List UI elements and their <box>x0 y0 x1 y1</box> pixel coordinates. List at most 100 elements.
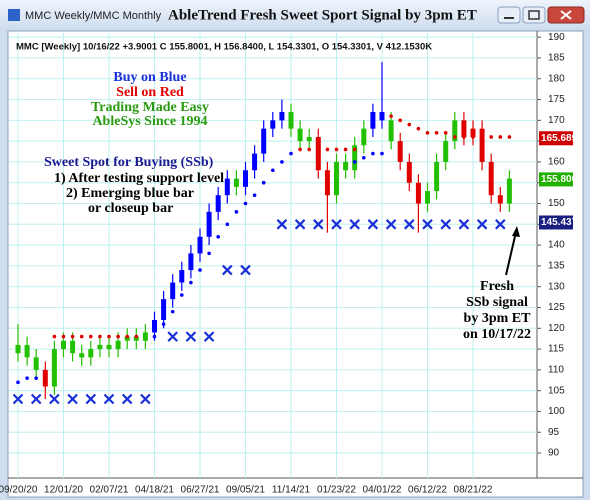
y-tick-label: 170 <box>548 115 565 126</box>
x-tick-label: 02/07/21 <box>90 485 129 496</box>
sell-stop-dot <box>480 135 484 139</box>
annotation: on 10/17/22 <box>463 327 531 342</box>
sell-stop-dot <box>471 135 475 139</box>
price-header: MMC [Weekly] 10/16/22 +3.9001 C 155.8001… <box>16 42 432 53</box>
candle <box>133 328 139 350</box>
sell-stop-dot <box>307 147 312 152</box>
support-x <box>240 264 251 276</box>
candle <box>33 349 39 379</box>
support-x <box>67 393 78 405</box>
annotation: Buy on Blue <box>113 70 186 85</box>
candle <box>452 112 458 150</box>
buy-stop-dot <box>280 160 284 164</box>
candle <box>88 340 94 366</box>
candle-body <box>224 178 230 196</box>
candle-body <box>343 161 349 171</box>
support-x <box>103 393 115 405</box>
sell-stop-dot <box>462 135 466 139</box>
y-tick-label: 110 <box>548 365 564 376</box>
candle-body <box>243 170 248 187</box>
buy-stop-dot <box>152 334 157 339</box>
candle-body <box>497 195 503 204</box>
buy-stop-dot <box>180 293 184 297</box>
x-tick-label: 01/23/22 <box>317 485 356 496</box>
sell-stop-dot <box>52 334 57 339</box>
candle <box>324 161 330 233</box>
sell-stop-dot <box>498 135 503 139</box>
title-bar <box>0 0 590 30</box>
candle-body <box>70 340 76 354</box>
sell-stop-dot <box>389 114 393 118</box>
support-x <box>404 219 415 230</box>
annotation: 1) After testing support level <box>54 171 224 186</box>
support-x <box>495 219 506 230</box>
buy-stop-dot <box>207 251 211 256</box>
candle <box>388 112 394 150</box>
annotation: AbleSys Since 1994 <box>92 114 207 129</box>
support-x <box>422 219 433 230</box>
candle <box>315 128 321 179</box>
minimize-button[interactable] <box>497 6 521 24</box>
buy-stop-dot <box>252 193 257 197</box>
candle-body <box>152 319 157 333</box>
annotation: 2) Emerging blue bar <box>66 186 194 201</box>
candle-body <box>425 191 430 204</box>
arrow-shaft <box>505 231 517 276</box>
buy-stop-dot <box>216 234 220 239</box>
sell-stop-dot <box>453 135 457 139</box>
candle <box>15 324 21 362</box>
price-tag <box>539 172 573 187</box>
sell-stop-dot <box>79 334 84 339</box>
candle-body <box>279 112 285 121</box>
sell-stop-dot <box>125 334 129 339</box>
buy-stop-dot <box>271 168 275 173</box>
maximize-button[interactable] <box>522 6 546 24</box>
buy-stop-dot <box>352 160 357 164</box>
sell-stop-dot <box>425 131 430 135</box>
support-x <box>331 219 342 230</box>
sell-stop-dot <box>507 135 512 139</box>
support-x <box>349 219 360 230</box>
y-tick-label: 105 <box>548 385 565 396</box>
sell-stop-dot <box>89 334 93 339</box>
candle <box>51 340 57 395</box>
buy-stop-dot <box>25 376 29 380</box>
candle-body <box>415 182 421 204</box>
candle-body <box>142 332 148 341</box>
support-x <box>313 219 324 230</box>
candle-body <box>434 161 440 192</box>
y-tick-label: 185 <box>548 53 565 64</box>
maximize-icon <box>528 10 540 20</box>
sell-stop-dot <box>489 135 494 139</box>
candle-body <box>133 336 139 341</box>
candle-body <box>288 112 294 129</box>
support-x <box>85 393 97 405</box>
candle-body <box>261 128 267 154</box>
y-tick-label: 180 <box>548 73 565 84</box>
sell-stop-dot <box>434 131 439 135</box>
buy-stop-dot <box>243 201 248 206</box>
candle-body <box>461 120 467 137</box>
candle-body <box>488 161 494 196</box>
sell-stop-dot <box>325 147 330 152</box>
support-x <box>367 219 379 230</box>
chart-title: AbleTrend Fresh Sweet Sport Signal by 3p… <box>168 7 477 23</box>
candle-body <box>79 353 85 358</box>
support-x <box>49 393 60 405</box>
candle-body <box>115 340 121 350</box>
candle <box>488 153 494 204</box>
window-buttons[interactable] <box>497 6 585 24</box>
candle-body <box>42 369 48 387</box>
sell-stop-dot <box>298 147 302 152</box>
candle <box>233 170 239 196</box>
buy-stop-dot <box>380 151 384 156</box>
candle <box>197 228 203 262</box>
candle-body <box>379 112 385 121</box>
candle-body <box>170 282 176 300</box>
support-x <box>203 331 215 342</box>
x-tick-label: 04/01/22 <box>363 485 402 496</box>
app-icon <box>8 9 20 21</box>
candle-body <box>334 161 339 196</box>
y-tick-label: 125 <box>548 302 565 313</box>
x-tick-label: 06/12/22 <box>408 485 447 496</box>
